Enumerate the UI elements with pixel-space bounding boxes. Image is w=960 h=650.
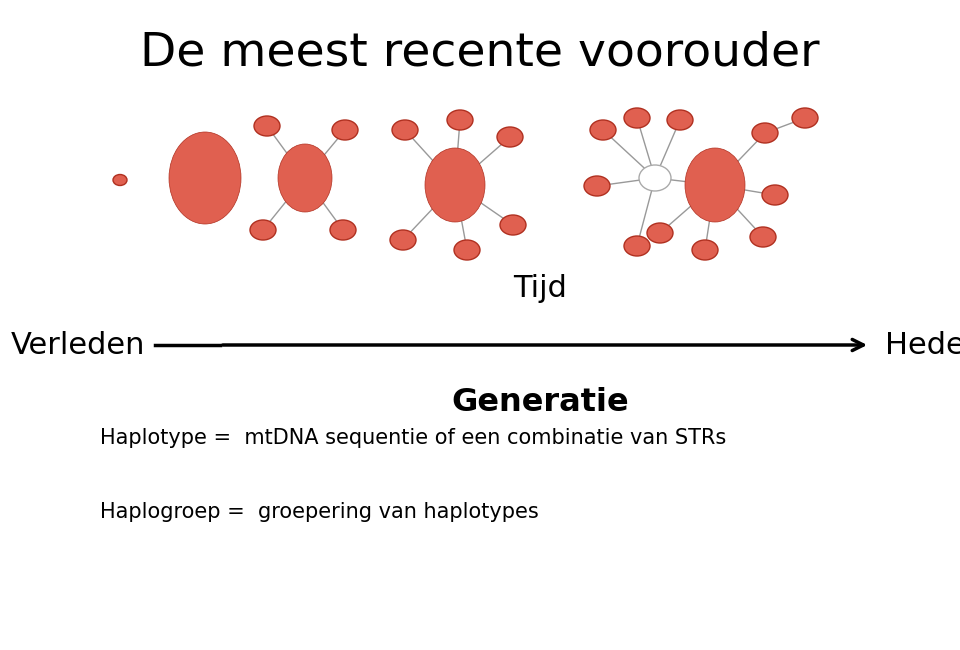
- Text: Haplogroep =  groepering van haplotypes: Haplogroep = groepering van haplotypes: [100, 502, 539, 522]
- Ellipse shape: [624, 236, 650, 256]
- Ellipse shape: [647, 223, 673, 243]
- Ellipse shape: [392, 120, 418, 140]
- Ellipse shape: [497, 127, 523, 147]
- Ellipse shape: [750, 227, 776, 247]
- Ellipse shape: [250, 220, 276, 240]
- Ellipse shape: [454, 240, 480, 260]
- Ellipse shape: [113, 174, 127, 185]
- Text: De meest recente voorouder: De meest recente voorouder: [140, 30, 820, 75]
- Ellipse shape: [692, 240, 718, 260]
- Ellipse shape: [254, 116, 280, 136]
- Ellipse shape: [584, 176, 610, 196]
- Ellipse shape: [685, 148, 745, 222]
- Text: Verleden: Verleden: [11, 330, 145, 359]
- Text: Tijd: Tijd: [513, 274, 567, 303]
- Ellipse shape: [667, 110, 693, 130]
- Ellipse shape: [762, 185, 788, 205]
- Ellipse shape: [639, 165, 671, 191]
- Text: Haplotype =  mtDNA sequentie of een combinatie van STRs: Haplotype = mtDNA sequentie of een combi…: [100, 428, 727, 448]
- Ellipse shape: [390, 230, 416, 250]
- Ellipse shape: [425, 148, 485, 222]
- Ellipse shape: [590, 120, 616, 140]
- Ellipse shape: [447, 110, 473, 130]
- Text: Generatie: Generatie: [451, 387, 629, 418]
- Ellipse shape: [332, 120, 358, 140]
- Ellipse shape: [278, 144, 332, 212]
- Text: Heden: Heden: [885, 330, 960, 359]
- Ellipse shape: [330, 220, 356, 240]
- Ellipse shape: [500, 215, 526, 235]
- Ellipse shape: [169, 132, 241, 224]
- Ellipse shape: [752, 123, 778, 143]
- Ellipse shape: [792, 108, 818, 128]
- Ellipse shape: [624, 108, 650, 128]
